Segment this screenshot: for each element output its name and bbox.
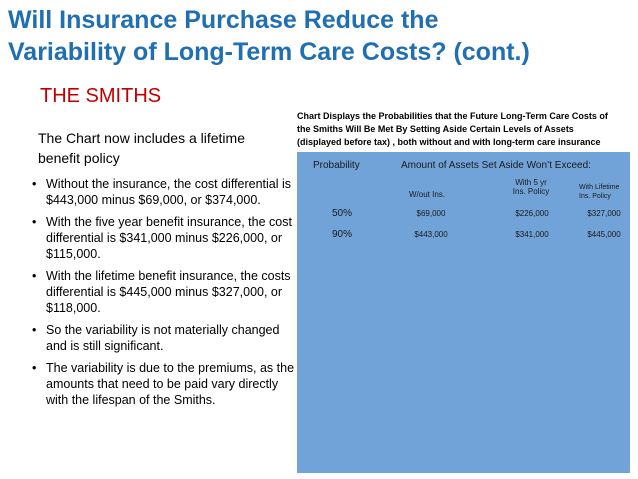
chart-table-panel: Probability Amount of Assets Set Aside W… <box>297 152 630 473</box>
chart-caption-line-2: the Smiths Will Be Met By Setting Aside … <box>297 124 574 134</box>
header-amount: Amount of Assets Set Aside Won’t Exceed: <box>401 160 591 171</box>
row-without: $69,000 <box>416 209 446 218</box>
col-label-lifetime: With Lifetime Ins. Policy <box>579 183 629 201</box>
bullet-item: With the lifetime benefit insurance, the… <box>30 268 295 316</box>
row-probability: 90% <box>331 229 352 240</box>
lead-line-2: benefit policy <box>38 150 120 166</box>
bullet-item: The variability is due to the premiums, … <box>30 360 295 408</box>
lead-line-1: The Chart now includes a lifetime <box>38 130 245 146</box>
chart-caption: Chart Displays the Probabilities that th… <box>297 110 627 149</box>
row-five-yr: $341,000 <box>515 230 549 239</box>
row-without: $443,000 <box>414 230 448 239</box>
slide-subtitle: THE SMITHS <box>40 85 162 107</box>
bullet-item: Without the insurance, the cost differen… <box>30 176 295 208</box>
col-label-five-yr: With 5 yr Ins. Policy <box>501 178 561 196</box>
chart-caption-line-1: Chart Displays the Probabilities that th… <box>297 111 608 121</box>
bullet-item: With the five year benefit insurance, th… <box>30 214 295 262</box>
slide-title-line-1: Will Insurance Purchase Reduce the <box>8 6 439 34</box>
chart-caption-line-3: (displayed before tax) , both without an… <box>297 137 601 147</box>
row-five-yr: $226,000 <box>515 209 549 218</box>
row-lifetime: $327,000 <box>587 209 621 218</box>
col-label-five-yr-line-2: Ins. Policy <box>512 187 550 196</box>
lead-text: The Chart now includes a lifetime benefi… <box>38 128 288 168</box>
bullet-item: So the variability is not materially cha… <box>30 322 295 354</box>
row-probability: 50% <box>331 208 352 219</box>
col-label-lifetime-line-2: Ins. Policy <box>579 193 611 200</box>
col-label-lifetime-line-1: With Lifetime <box>579 184 620 191</box>
header-probability: Probability <box>313 160 360 171</box>
col-label-without: W/out Ins. <box>408 190 445 199</box>
slide-title-line-2: Variability of Long-Term Care Costs? (co… <box>8 38 530 66</box>
bullet-list: Without the insurance, the cost differen… <box>30 176 295 414</box>
col-label-five-yr-line-1: With 5 yr <box>515 178 547 187</box>
row-lifetime: $445,000 <box>587 230 621 239</box>
slide-title: Will Insurance Purchase Reduce the Varia… <box>8 4 633 68</box>
